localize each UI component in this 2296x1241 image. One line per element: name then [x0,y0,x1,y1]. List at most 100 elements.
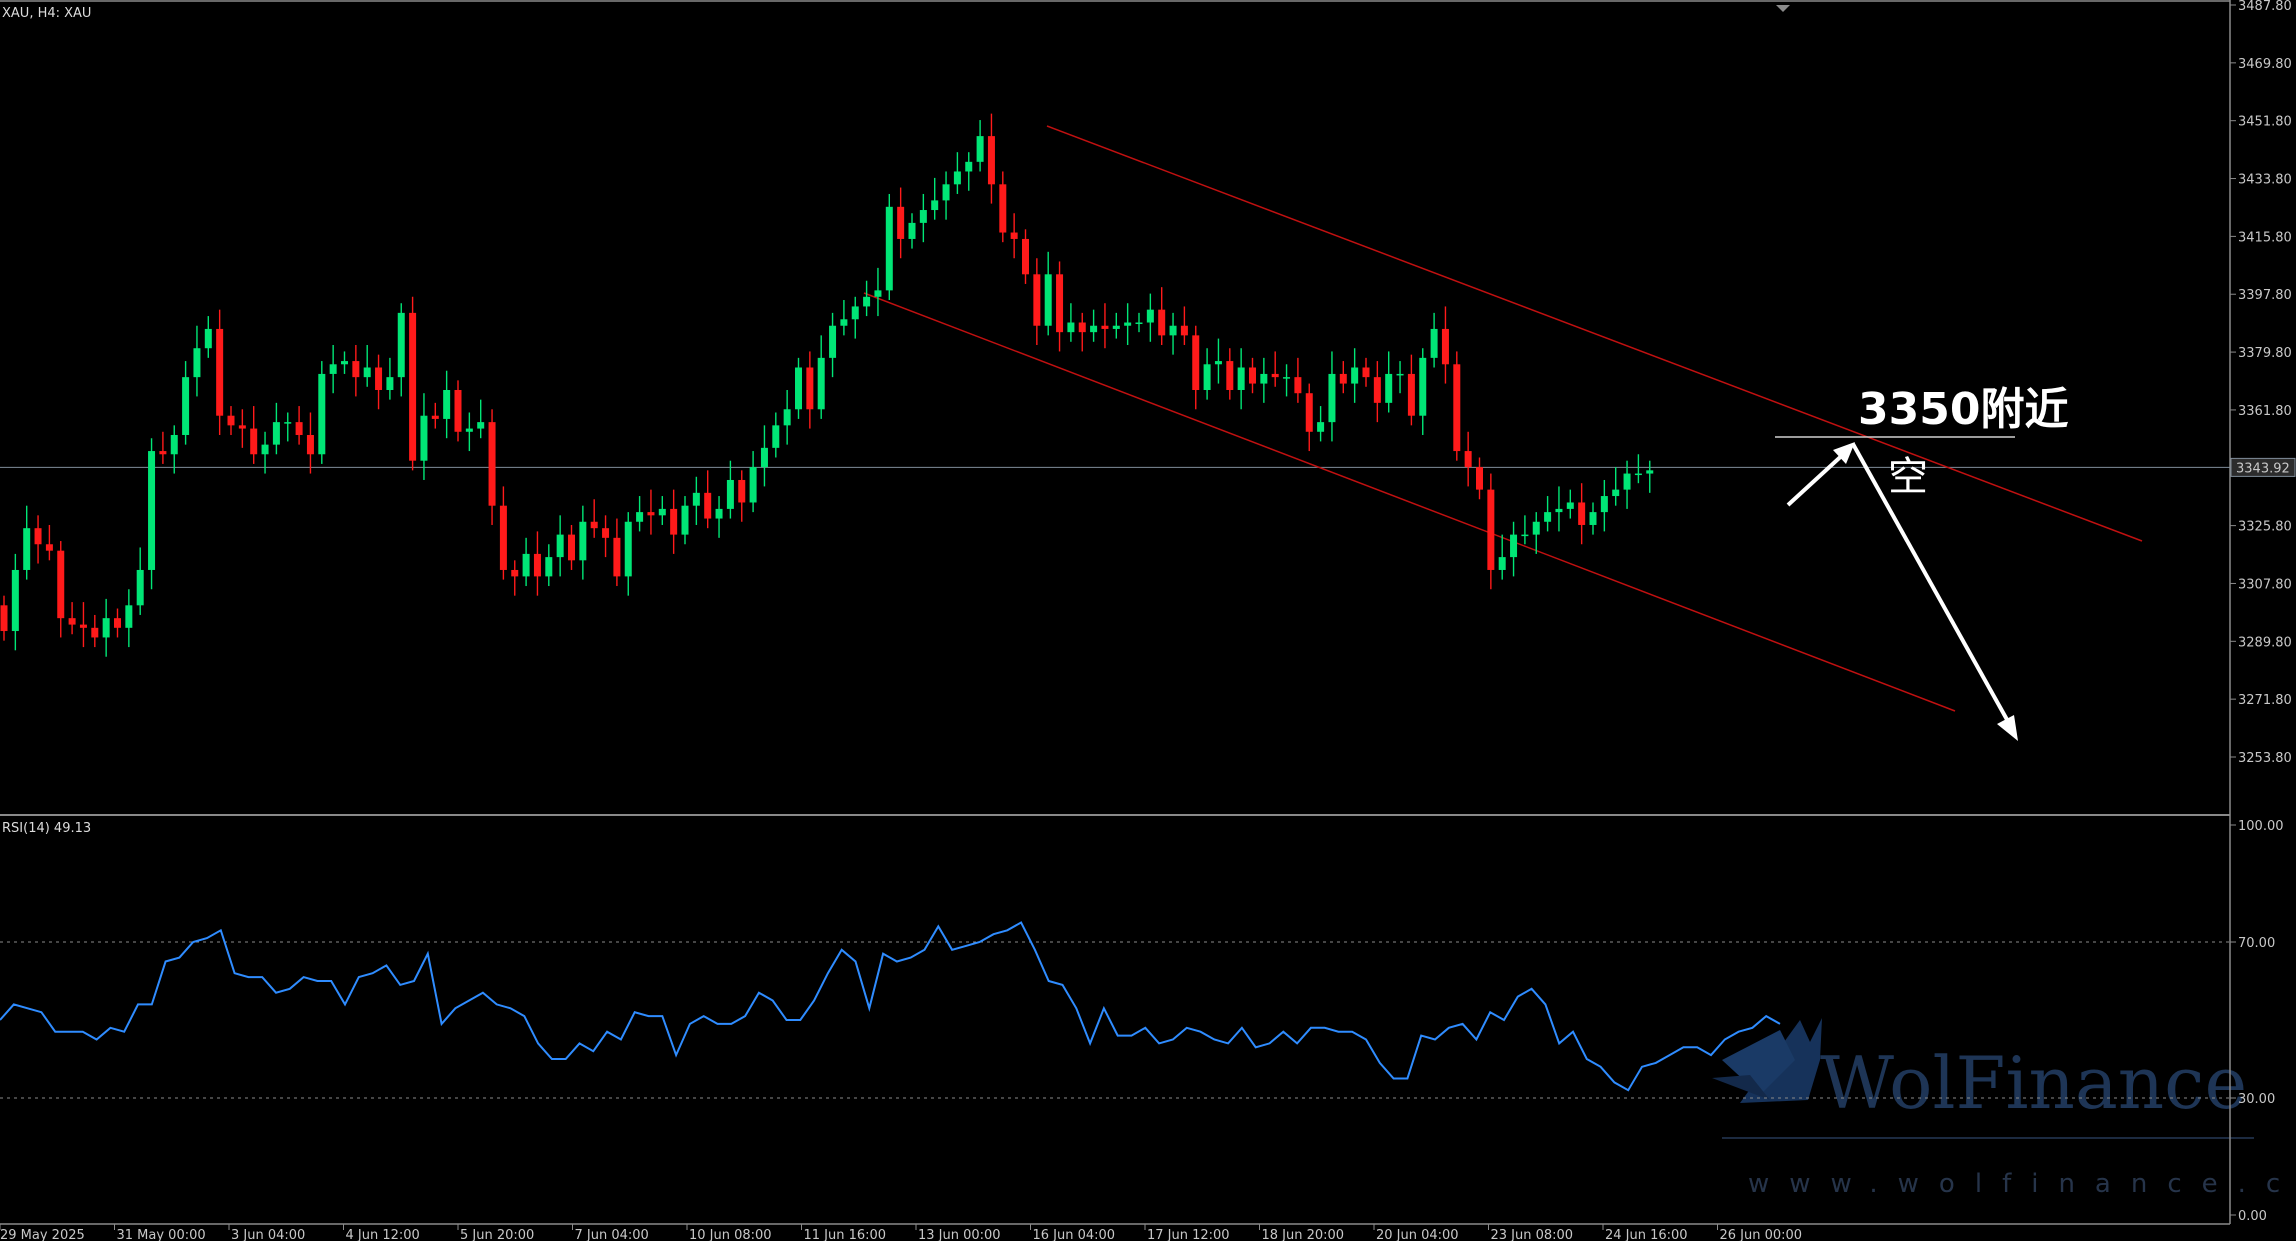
candle-body [261,444,269,455]
candle-body [1487,489,1495,570]
candle-body [1339,373,1347,384]
wolf-logo-icon [1712,1018,1822,1103]
candle-body [829,325,837,358]
candle-body [57,550,65,619]
candle-body [318,373,326,455]
candles-series [0,113,1654,657]
time-tick-label: 18 Jun 20:00 [1262,1228,1345,1241]
candle-body [874,290,882,297]
trade-annotation: 3350附近 空 [1775,384,2068,741]
candle-body [193,348,201,378]
candle-body [1407,373,1415,416]
candle-body [102,618,110,638]
candle-body [227,415,235,426]
candle-body [908,222,916,239]
candle-body [1612,489,1620,497]
candle-body [658,508,666,516]
candle-body [647,512,655,516]
candle-body [1385,373,1393,403]
time-axis: 29 May 2025 31 May 00:00 3 Jun 04:00 4 Jun … [0,1224,1802,1241]
rsi-tick-label: 30.00 [2238,1092,2275,1107]
candle-body [148,451,156,570]
candle-body [1283,377,1291,379]
candle-body [1373,377,1381,403]
candle-body [1396,373,1404,376]
candle-body [1260,373,1268,384]
time-tick-label: 20 Jun 04:00 [1376,1228,1459,1241]
candle-body [182,377,190,435]
price-tick-label: 3415.80 [2238,230,2292,245]
candle-body [409,312,417,461]
channel-upper-line [1046,125,2143,542]
candle-body [795,367,802,410]
price-tick-label: 3397.80 [2238,288,2292,303]
candle-body [1271,373,1279,378]
candle-body [170,434,178,455]
candle-body [1033,274,1041,326]
time-tick-label: 7 Jun 04:00 [575,1228,649,1241]
candle-body [1158,309,1166,336]
up-arrow-shaft [1786,448,1850,507]
candle-body [953,171,961,185]
candle-body [624,521,632,577]
candle-body [1192,335,1200,390]
candle-body [1226,361,1234,390]
candle-body [250,428,258,455]
candle-body [1600,496,1608,513]
candle-body [136,569,144,606]
time-tick-label: 5 Jun 20:00 [460,1228,534,1241]
candle-body [1453,364,1461,452]
time-tick-label: 17 Jun 12:00 [1147,1228,1230,1241]
candle-body [1022,238,1029,275]
candle-body [499,505,507,570]
rsi-tick-label: 0.00 [2238,1209,2267,1224]
symbol-label: XAU, H4: XAU [2,6,91,21]
candle-body [1646,470,1654,474]
candle-body [568,534,575,561]
candle-body [1566,502,1574,509]
candle-body [1214,361,1222,365]
candle-body [1555,508,1563,513]
candle-body [1124,322,1132,326]
rsi-tick-label: 100.00 [2238,819,2284,834]
candle-body [1532,521,1540,535]
price-badge-text: 3343.92 [2236,461,2290,476]
candle-body [11,569,19,632]
candle-body [34,528,42,545]
candle-body [204,328,212,349]
level-text: 3350附近 [1858,384,2068,435]
price-tick-label: 3487.80 [2238,0,2292,14]
candle-body [1589,512,1597,525]
candle-body [772,425,780,448]
candle-body [885,206,893,291]
candle-body [749,467,757,503]
candle-body [386,377,394,390]
candle-body [863,296,871,307]
candle-body [1634,473,1642,476]
shift-marker-icon [1776,5,1790,12]
time-tick-label: 23 Jun 08:00 [1491,1228,1574,1241]
candle-body [216,328,224,416]
candle-body [1328,373,1336,423]
time-tick-label: 3 Jun 04:00 [231,1228,305,1241]
candle-body [817,357,825,410]
candle-body [897,206,905,239]
candle-body [715,508,723,519]
candle-body [704,492,712,519]
candle-body [1498,557,1506,570]
candle-body [1419,357,1427,416]
candle-body [477,422,485,429]
candle-body [919,210,927,223]
candle-body [352,361,360,378]
price-badge [2230,457,2296,477]
channel-lower-line [863,292,1956,712]
candle-body [1203,364,1211,390]
candle-body [511,569,519,577]
candle-body [1056,274,1064,333]
time-tick-label: 13 Jun 00:00 [918,1228,1001,1241]
candle-body [545,557,553,577]
candle-body [1169,325,1177,336]
candle-body [1090,325,1098,333]
rsi-line [0,921,1781,1092]
